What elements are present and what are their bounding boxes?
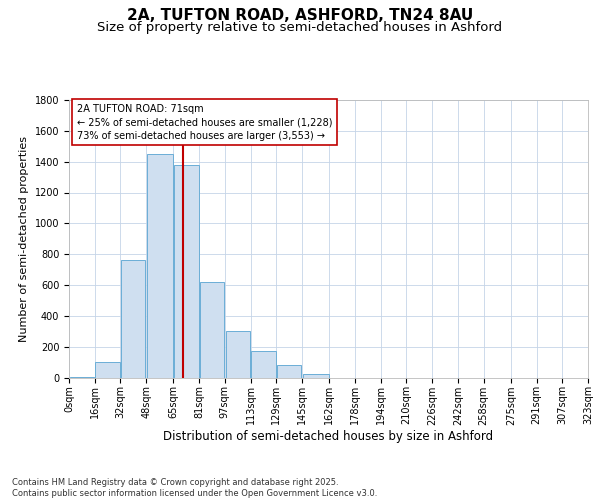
- Bar: [147, 154, 173, 378]
- Bar: [251, 350, 275, 378]
- Text: Size of property relative to semi-detached houses in Ashford: Size of property relative to semi-detach…: [97, 21, 503, 34]
- Bar: [277, 365, 301, 378]
- Bar: [226, 331, 250, 378]
- Bar: [200, 282, 224, 378]
- Bar: [302, 374, 329, 378]
- Bar: [70, 376, 94, 378]
- Y-axis label: Number of semi-detached properties: Number of semi-detached properties: [19, 136, 29, 342]
- Bar: [121, 260, 145, 378]
- Bar: [174, 165, 199, 378]
- Text: 2A, TUFTON ROAD, ASHFORD, TN24 8AU: 2A, TUFTON ROAD, ASHFORD, TN24 8AU: [127, 8, 473, 22]
- Text: 2A TUFTON ROAD: 71sqm
← 25% of semi-detached houses are smaller (1,228)
73% of s: 2A TUFTON ROAD: 71sqm ← 25% of semi-deta…: [77, 104, 332, 141]
- Text: Contains HM Land Registry data © Crown copyright and database right 2025.
Contai: Contains HM Land Registry data © Crown c…: [12, 478, 377, 498]
- X-axis label: Distribution of semi-detached houses by size in Ashford: Distribution of semi-detached houses by …: [163, 430, 494, 443]
- Bar: [95, 362, 120, 378]
